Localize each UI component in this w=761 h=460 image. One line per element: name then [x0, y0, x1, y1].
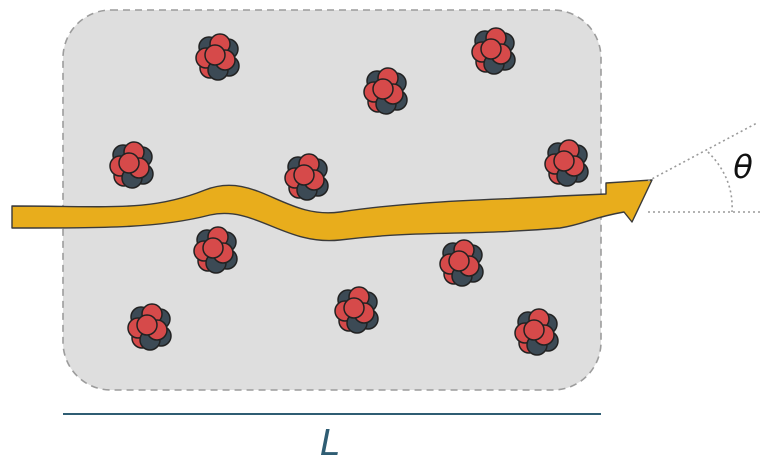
nucleus [127, 303, 172, 351]
scattered-direction-guide [647, 122, 758, 182]
nucleus [193, 226, 238, 274]
nucleus [439, 239, 484, 287]
nucleus [195, 33, 240, 81]
nucleus [471, 27, 516, 75]
nucleus [514, 308, 559, 356]
nucleus [544, 139, 589, 187]
nucleus [284, 153, 329, 201]
length-label: L [320, 423, 340, 460]
particle-beam-arrow [11, 179, 653, 242]
nucleus [363, 67, 408, 115]
nucleus [109, 141, 154, 189]
angle-label: θ [733, 148, 753, 186]
angle-arc [707, 151, 733, 213]
target-material-box [62, 9, 602, 391]
nucleus [334, 286, 379, 334]
